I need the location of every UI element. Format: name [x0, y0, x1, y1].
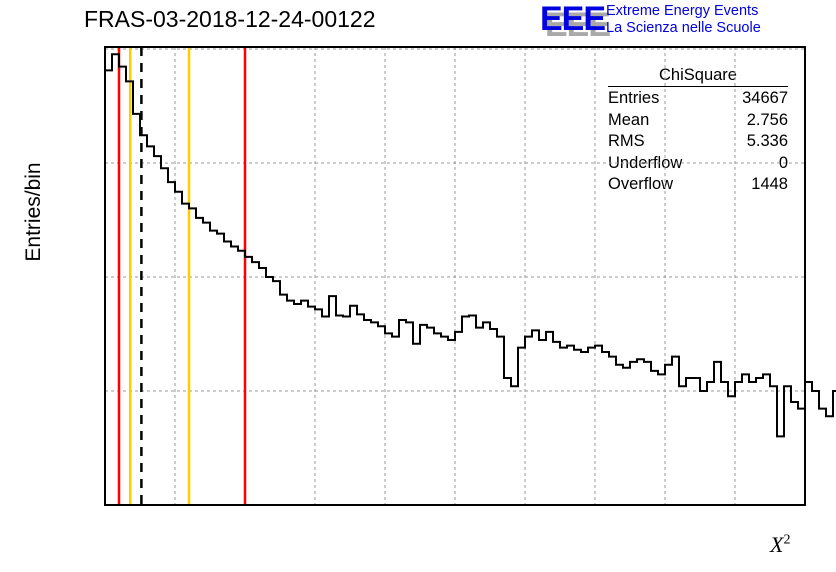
page-title: FRAS-03-2018-12-24-00122	[84, 6, 376, 32]
histogram-step-path	[105, 53, 836, 438]
stats-row-entries: Entries 34667	[608, 87, 788, 109]
stats-title: ChiSquare	[608, 66, 788, 87]
stats-key-rms: RMS	[608, 132, 645, 150]
x-axis-title-base: X	[770, 532, 784, 557]
stats-key-mean: Mean	[608, 110, 650, 129]
stats-row-overflow: Overflow 1448	[608, 173, 788, 195]
x-axis-title: X2	[770, 532, 790, 558]
eee-logo: EEE EEE Extreme Energy Events La Scienza…	[540, 2, 836, 42]
marker-lines	[117, 47, 247, 505]
stats-value-rms: 5.336	[746, 132, 788, 150]
stats-value-overflow: 1448	[751, 175, 788, 193]
stats-value-entries: 34667	[742, 89, 788, 107]
plot-frame	[104, 46, 806, 506]
stats-key-overflow: Overflow	[608, 175, 674, 193]
eee-logo-caption: Extreme Energy Events La Scienza nelle S…	[606, 3, 761, 37]
eee-logo-line1: Extreme Energy Events	[606, 3, 759, 19]
histogram-curve	[105, 53, 836, 438]
eee-logo-line2: La Scienza nelle Scuole	[606, 20, 761, 36]
stats-row-rms: RMS 5.336	[608, 130, 788, 152]
stats-row-mean: Mean 2.756	[608, 109, 788, 131]
x-axis-title-exponent: 2	[783, 532, 791, 548]
eee-logo-shadow-text: EEE	[545, 6, 611, 44]
grid-lines	[105, 47, 806, 505]
stats-value-mean: 2.756	[746, 110, 788, 129]
stats-key-entries: Entries	[608, 89, 660, 107]
eee-logo-mark: EEE	[540, 0, 606, 38]
axis-frame	[104, 46, 806, 506]
